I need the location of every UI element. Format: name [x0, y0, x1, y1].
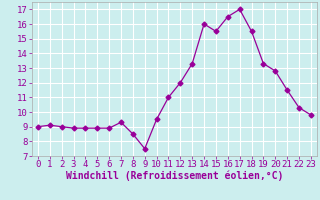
X-axis label: Windchill (Refroidissement éolien,°C): Windchill (Refroidissement éolien,°C)	[66, 171, 283, 181]
